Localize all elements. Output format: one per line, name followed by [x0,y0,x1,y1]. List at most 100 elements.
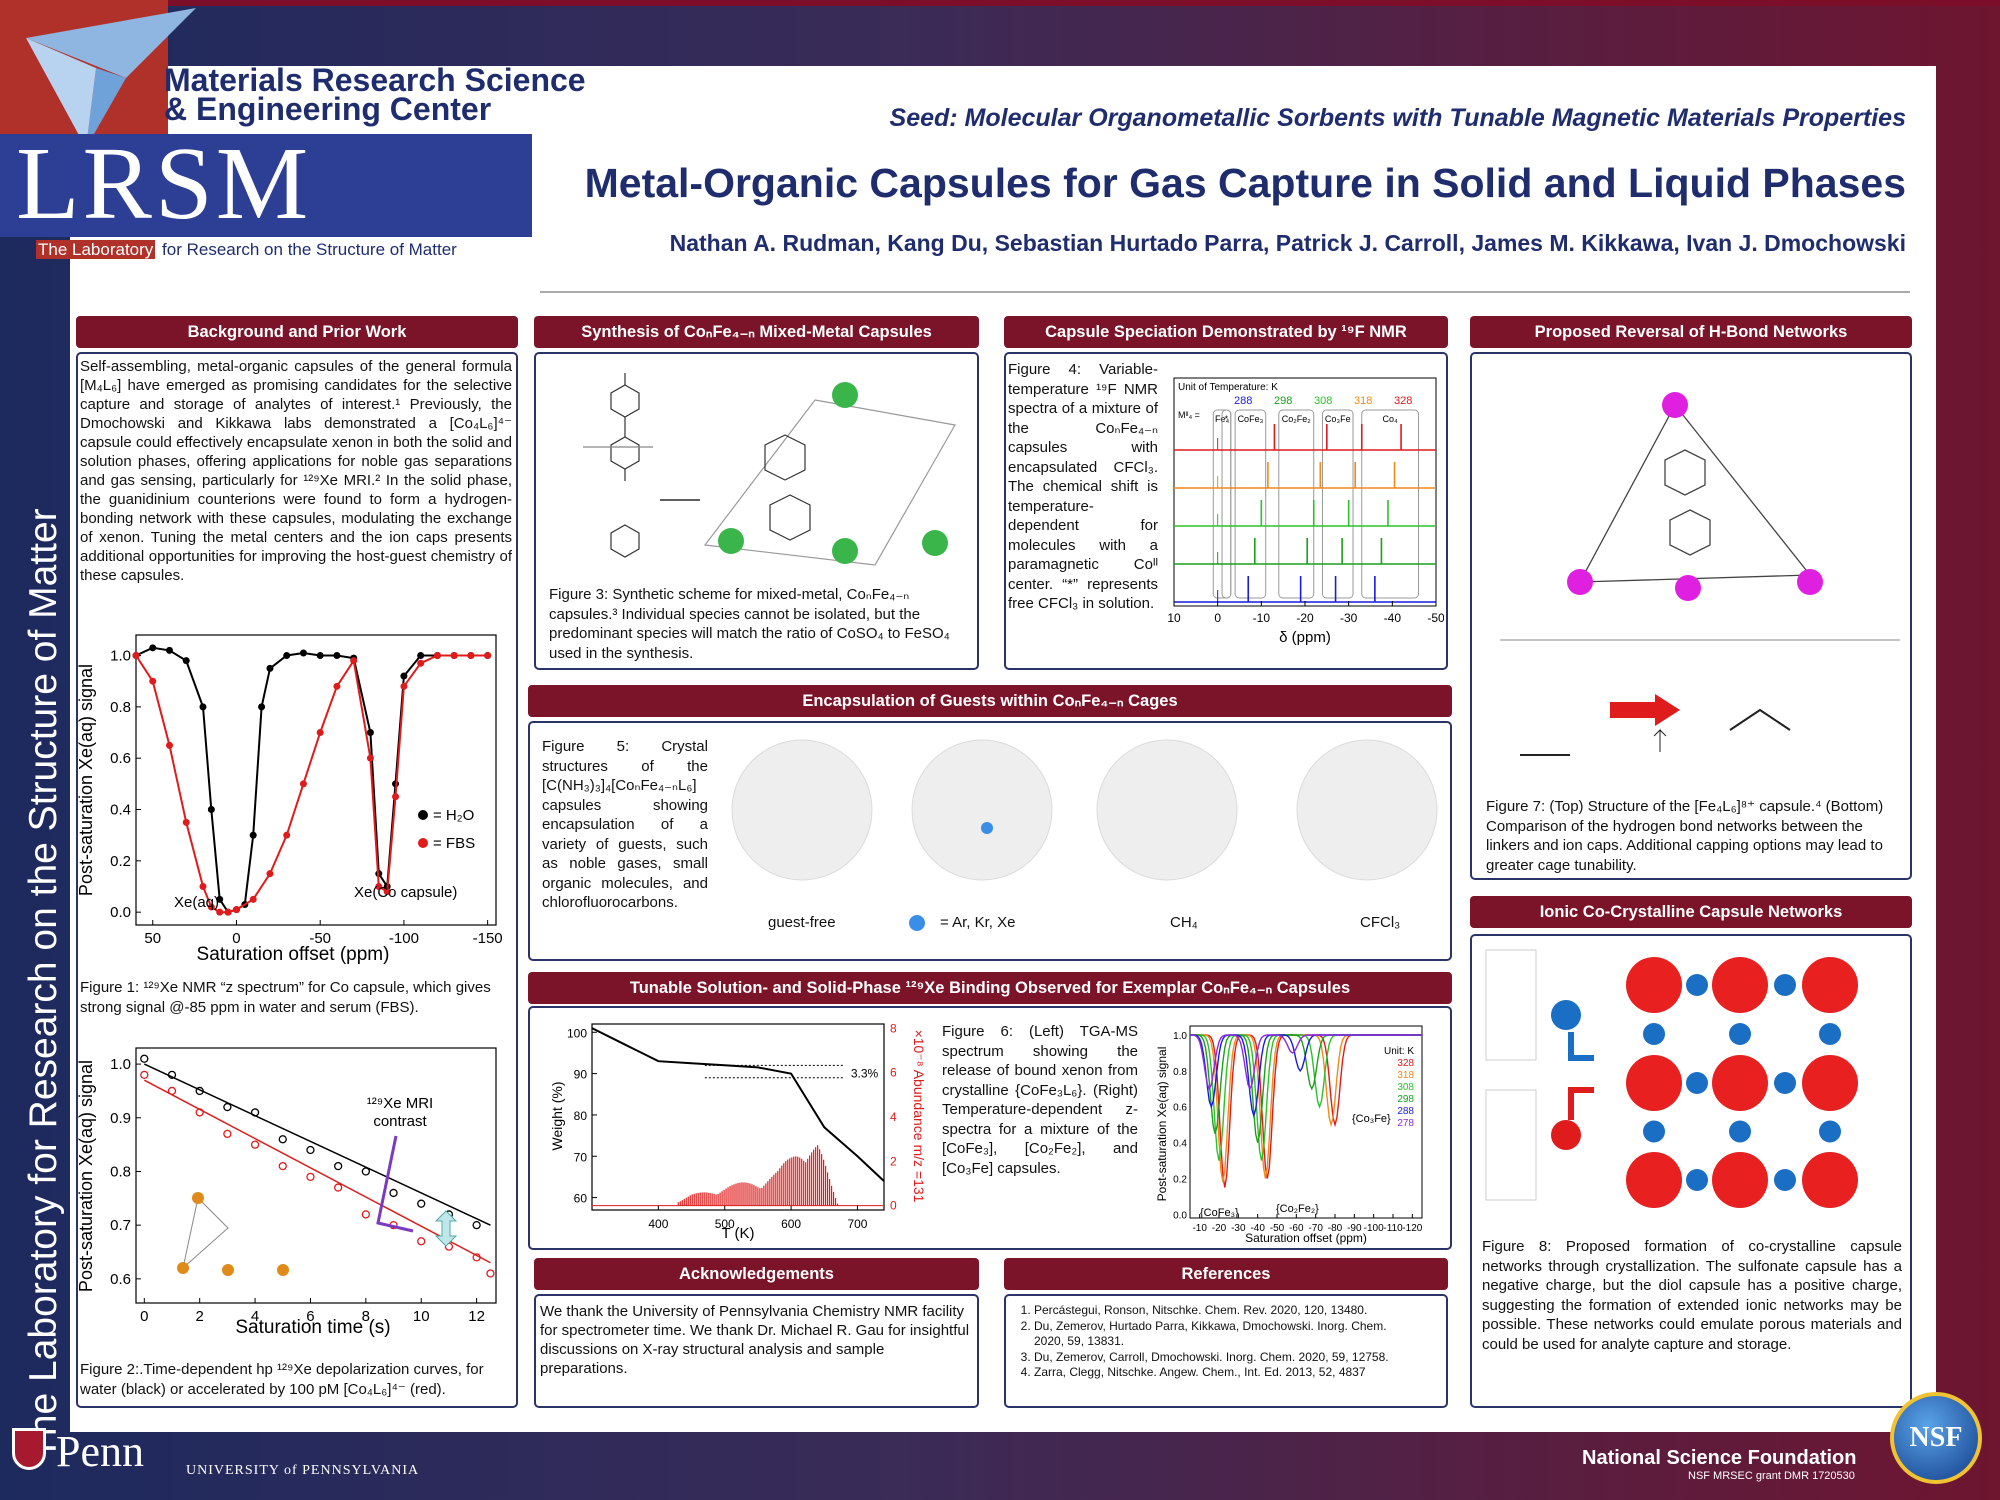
data-point [207,806,215,814]
y-tick-label: 0.4 [110,802,131,819]
data-point [224,908,232,916]
y-axis-label: Weight (%) [549,1082,565,1151]
figure-5-caption: Figure 5: Crystal structures of the [C(N… [542,738,708,911]
data-point [467,652,475,660]
data-point [182,818,190,826]
nsf-title: National Science Foundation [1582,1447,1857,1469]
figure-2-caption: Figure 2:.Time-dependent hp ¹²⁹Xe depola… [80,1361,484,1398]
data-point [249,831,257,839]
title-divider [540,291,1910,293]
fe4l6-structure [1500,392,1900,756]
data-point [316,729,324,737]
figure-3-caption: Figure 3: Synthetic scheme for mixed-met… [549,586,950,662]
x-tick-label: 400 [648,1217,668,1231]
lrsm-triangle-icon [26,8,196,148]
x-tick-label: 10 [1167,611,1181,625]
cation-node [1712,957,1768,1013]
mrsec-line-2: & Engineering Center [164,91,492,127]
data-point [366,729,374,737]
anion-node [1729,1023,1751,1045]
legend-marker [418,810,428,820]
legend-temp: 288 [1234,395,1252,407]
legend-label: = FBS [433,835,475,852]
y2-tick-label: 6 [890,1066,897,1080]
species-box [1278,409,1315,599]
lab-rest: for Research on the Structure of Matter [157,240,457,259]
x-tick-label: 6 [306,1308,314,1325]
capsule-sketch [1485,949,1537,1061]
y-tick-label: 0.9 [110,1110,131,1127]
x-tick-label: -50 [309,930,331,947]
section-header-ionic: Ionic Co-Crystalline Capsule Networks [1470,896,1912,928]
annotation-xe-capsule: Xe(Co capsule) [354,884,457,901]
figure-4-caption: Figure 4: Variable-temperature ¹⁹F NMR s… [1008,361,1158,612]
data-point [249,895,257,903]
data-point [232,906,240,914]
penn-wordmark: Penn [56,1427,144,1476]
poster-title: Metal-Organic Capsules for Gas Capture i… [584,160,1906,206]
data-point [417,1199,426,1208]
data-point [258,703,266,711]
legend-temp: 298 [1397,1094,1414,1105]
y2-tick-label: 0 [890,1199,897,1213]
legend-title: Unit: K [1384,1046,1414,1057]
section-header-speciation: Capsule Speciation Demonstrated by ¹⁹F N… [1004,316,1448,348]
legend-label: = H₂O [433,807,474,824]
figure-4-chart: Unit of Temperature: K Mᴵᴵ₄ = 288 298 308 318… [1167,377,1444,646]
annotation-cofe3: {CoFe₃} [1200,1207,1239,1219]
guest-label-free: guest-free [768,914,836,931]
x-tick-label: 2 [196,1308,204,1325]
y-tick-label: 80 [574,1109,588,1123]
x-tick-label: -30 [1231,1223,1246,1234]
x-tick-label: 4 [251,1308,259,1325]
speciation-panel [1004,352,1448,670]
data-point [165,646,173,654]
cation-node [1712,1152,1768,1208]
figure-1-chart: 50 0 -50 -100 -150 0.0 0.2 0.4 0.6 0.8 1.0 = H₂O = F… [78,634,503,965]
cation-node [1626,957,1682,1013]
data-point [306,1172,315,1181]
data-point [132,652,140,660]
data-point [400,672,408,680]
y-tick-label: 0.0 [1173,1210,1187,1221]
x-tick-label: -70 [1308,1223,1323,1234]
x-tick-label: -100 [1364,1223,1384,1234]
x-tick-label: -40 [1250,1223,1265,1234]
arrow-red [1568,1087,1594,1120]
contrast-double-arrow [434,1210,458,1247]
plot-frame [1189,1025,1423,1219]
legend-row-label: Mᴵᴵ₄ = [1178,410,1200,420]
data-point [450,652,458,660]
x-tick-label: -10 [1253,611,1271,625]
y2-axis-label: ×10⁻⁸ Abundance m/z =131 [911,1030,927,1203]
guest-label-cfcl3: CFCl₃ [1360,914,1401,931]
anion-node [1686,1072,1708,1094]
data-point [350,657,358,665]
species-label: * [1225,414,1229,424]
arrow-blue [1568,1032,1594,1061]
anion-node [1774,974,1796,996]
annotation-xe-aq: Xe(aq) [174,894,219,911]
plot-frame [591,1023,885,1211]
data-point [417,659,425,667]
legend-temp: 328 [1394,395,1412,407]
anion-capsule-marker [1551,1000,1581,1030]
y-tick-label: 0.6 [1173,1103,1187,1114]
reference-list: Percástegui, Ronson, Nitschke. Chem. Rev… [1012,1303,1412,1381]
legend-temp: 318 [1354,395,1372,407]
legend-temp: 308 [1314,395,1332,407]
y-tick-label: 0.2 [1173,1175,1187,1186]
capsule-sketch [1485,1089,1537,1201]
x-tick-label: -90 [1347,1223,1362,1234]
co-atom [192,1192,204,1204]
fit-line [143,1079,491,1264]
data-point [486,1269,495,1278]
data-point [149,677,157,685]
y-tick-label: 0.2 [110,853,131,870]
x-tick-label: 10 [413,1308,430,1325]
section-header-synthesis: Synthesis of CoₙFe₄₋ₙ Mixed-Metal Capsul… [534,316,979,348]
section-header-encapsulation: Encapsulation of Guests within CoₙFe₄₋ₙ … [528,685,1452,717]
anion-node [1774,1072,1796,1094]
y-tick-label: 0.8 [1173,1067,1187,1078]
species-box [1234,409,1267,599]
